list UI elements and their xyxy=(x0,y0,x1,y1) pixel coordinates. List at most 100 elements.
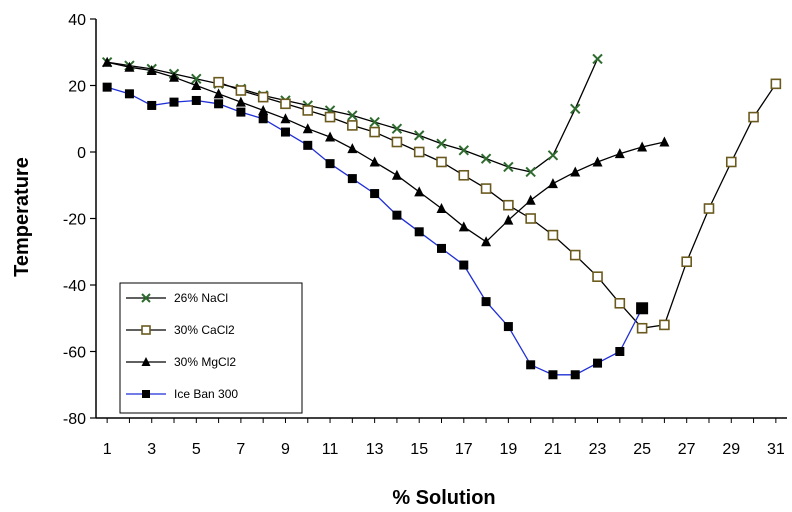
marker-open-square xyxy=(525,213,536,224)
marker-open-square xyxy=(480,183,492,194)
marker-square xyxy=(615,347,625,356)
marker-square xyxy=(169,97,179,107)
marker-x xyxy=(141,293,151,303)
marker-stroke xyxy=(503,161,514,173)
legend-label: 30% MgCl2 xyxy=(174,355,236,369)
y-tick-label: 0 xyxy=(77,145,86,162)
marker-open-square xyxy=(748,111,759,123)
legend-item: 30% CaCl2 xyxy=(126,323,235,337)
marker-square xyxy=(214,99,224,109)
marker-square xyxy=(142,390,150,398)
marker-square xyxy=(459,260,469,270)
marker-stroke xyxy=(141,293,151,303)
marker-stroke xyxy=(480,153,492,164)
marker-triangle xyxy=(458,221,469,232)
marker-triangle xyxy=(414,186,425,197)
marker-open-square xyxy=(614,297,626,309)
marker-open-square xyxy=(703,203,715,214)
marker-square xyxy=(102,82,112,92)
marker-stroke xyxy=(369,116,380,128)
marker-open-square xyxy=(280,98,291,110)
marker-square xyxy=(280,127,290,137)
legend-label: Ice Ban 300 xyxy=(174,387,238,401)
legend-item: Ice Ban 300 xyxy=(126,387,238,401)
marker-open-square xyxy=(725,156,737,168)
marker-open-square xyxy=(347,120,358,131)
marker-open-square xyxy=(235,85,247,96)
legend: 26% NaCl 30% CaCl2 30% MgCl2 Ice Ban 300 xyxy=(119,282,303,414)
marker-triangle xyxy=(391,169,402,180)
marker-x xyxy=(347,110,358,121)
x-tick-label: 3 xyxy=(147,441,156,458)
y-tick-label: -20 xyxy=(63,212,86,229)
marker-stroke xyxy=(525,166,536,178)
marker-stroke xyxy=(458,145,469,156)
marker-x xyxy=(191,73,202,85)
marker-x xyxy=(570,103,581,114)
x-tick-label: 1 xyxy=(103,441,112,458)
x-tick-label: 17 xyxy=(455,441,473,458)
marker-open-square xyxy=(681,256,692,268)
marker-triangle xyxy=(102,56,113,67)
marker-square xyxy=(548,370,558,380)
x-tick-label: 27 xyxy=(678,441,696,458)
x-tick-label: 9 xyxy=(281,441,290,458)
marker-open-square xyxy=(659,319,670,331)
marker-square xyxy=(593,358,603,368)
y-tick-label: -40 xyxy=(63,278,86,295)
marker-x xyxy=(503,161,514,173)
marker-square xyxy=(481,297,491,307)
series-layer xyxy=(101,53,782,380)
marker-triangle xyxy=(141,357,151,366)
marker-triangle xyxy=(302,123,313,134)
x-tick-label: 31 xyxy=(767,441,785,458)
marker-triangle xyxy=(124,61,135,72)
marker-open-square xyxy=(636,322,648,334)
marker-triangle xyxy=(637,141,648,152)
marker-x xyxy=(458,145,469,156)
marker-stroke xyxy=(436,138,447,149)
marker-open-square xyxy=(391,136,403,148)
marker-triangle xyxy=(169,71,180,82)
marker-triangle xyxy=(347,143,358,154)
marker-square xyxy=(526,360,536,370)
marker-open-square xyxy=(569,249,581,261)
marker-square xyxy=(347,174,357,184)
marker-square xyxy=(636,302,649,315)
marker-open-square xyxy=(503,199,514,211)
x-tick-label: 25 xyxy=(633,441,651,458)
x-tick-label: 15 xyxy=(410,441,428,458)
marker-square xyxy=(303,140,313,150)
marker-stroke xyxy=(570,103,581,114)
marker-triangle xyxy=(525,194,536,205)
marker-x xyxy=(436,138,447,149)
x-tick-label: 7 xyxy=(236,441,245,458)
marker-open-square xyxy=(141,325,151,335)
marker-stroke xyxy=(414,130,425,141)
x-tick-label: 19 xyxy=(499,441,517,458)
x-tick-label: 29 xyxy=(722,441,740,458)
marker-open-square xyxy=(324,111,336,123)
marker-open-square xyxy=(592,271,603,282)
legend-box xyxy=(119,282,303,414)
marker-triangle xyxy=(258,104,269,115)
marker-square xyxy=(236,107,246,117)
series-3 xyxy=(102,82,649,380)
marker-x xyxy=(547,150,559,161)
marker-open-square xyxy=(213,76,224,88)
marker-triangle xyxy=(547,178,558,189)
legend-item: 30% MgCl2 xyxy=(126,355,236,369)
series-1 xyxy=(213,76,782,334)
marker-open-square xyxy=(436,156,447,168)
marker-x xyxy=(480,153,492,164)
marker-square xyxy=(325,159,335,169)
marker-square xyxy=(191,95,201,105)
marker-open-square xyxy=(369,126,380,138)
marker-x xyxy=(369,116,380,128)
marker-x xyxy=(525,166,536,178)
legend-label: 26% NaCl xyxy=(174,291,228,305)
marker-open-square xyxy=(302,105,314,116)
marker-triangle xyxy=(325,131,336,142)
marker-triangle xyxy=(503,214,514,225)
